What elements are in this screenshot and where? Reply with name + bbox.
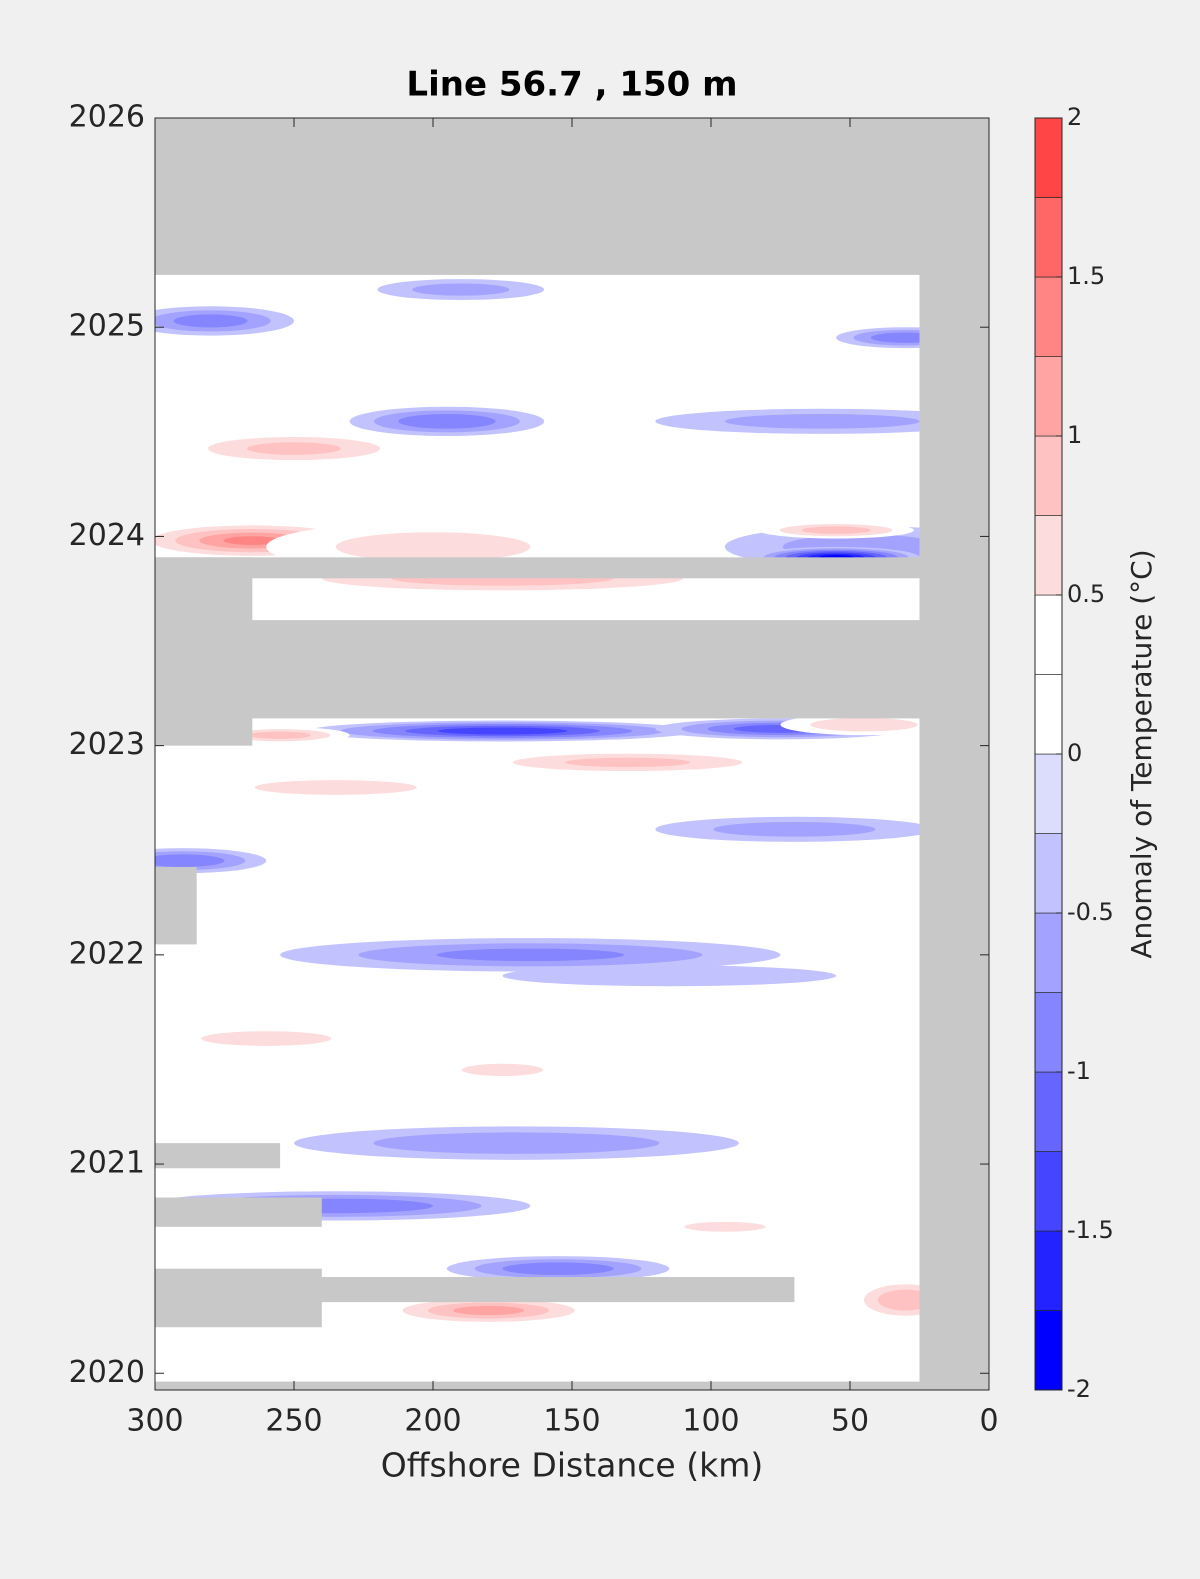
contour-level (724, 414, 920, 429)
no-data-mask (155, 1143, 281, 1169)
no-data-mask (155, 557, 920, 579)
colorbar-swatch (1034, 912, 1063, 993)
colorbar-swatch (1034, 1071, 1063, 1152)
no-data-mask (155, 1197, 322, 1227)
contour-level (201, 1031, 332, 1046)
colorbar-swatch (1034, 435, 1063, 516)
colorbar-swatch (1034, 1310, 1063, 1391)
y-tick-label: 2025 (69, 309, 145, 344)
contour-level (249, 731, 311, 739)
no-data-mask (155, 118, 989, 275)
contour-level (398, 414, 496, 429)
x-tick-label: 100 (682, 1404, 739, 1439)
colorbar-tick-label: -1 (1067, 1057, 1091, 1085)
contour-level (713, 821, 876, 837)
colorbar-swatch (1034, 356, 1063, 437)
colorbar-frame (1034, 117, 1063, 1391)
x-tick-label: 250 (265, 1404, 322, 1439)
colorbar-swatch (1034, 833, 1063, 914)
x-tick-label: 150 (543, 1404, 600, 1439)
colorbar-swatch (1034, 197, 1063, 278)
colorbar-swatch (1034, 753, 1063, 834)
y-tick-label: 2023 (69, 727, 145, 762)
contour-level (173, 314, 248, 328)
contour-level (502, 965, 837, 987)
colorbar-tick-label: 1 (1067, 421, 1082, 449)
contour-level (223, 536, 282, 545)
no-data-mask (155, 1381, 920, 1390)
contour-level (247, 442, 341, 455)
no-data-mask (919, 118, 989, 1390)
colorbar-swatch (1034, 674, 1063, 755)
contour-level (437, 727, 568, 735)
contour-level (502, 1262, 614, 1275)
contour-level (684, 1221, 766, 1232)
contour-level (453, 1305, 524, 1316)
contour-field (155, 118, 989, 1390)
no-data-mask (155, 620, 920, 719)
colorbar-label: Anomaly of Temperature (°C) (1125, 549, 1158, 958)
x-tick-label: 300 (126, 1404, 183, 1439)
colorbar-tick-label: 2 (1067, 103, 1082, 131)
x-tick-label: 50 (831, 1404, 869, 1439)
x-axis-label: Offshore Distance (km) (381, 1446, 763, 1485)
contour-level (335, 532, 531, 562)
y-tick-label: 2020 (69, 1355, 145, 1390)
contour-level (436, 948, 625, 962)
no-data-mask (155, 866, 197, 945)
colorbar-swatch (1034, 276, 1063, 357)
colorbar-swatch (1034, 594, 1063, 675)
colorbar-tick-label: 1.5 (1067, 262, 1105, 290)
colorbar-tick-label: -1.5 (1067, 1216, 1114, 1244)
contour-level (254, 780, 417, 795)
no-data-mask (155, 557, 253, 746)
y-tick-label: 2021 (69, 1146, 145, 1181)
contour-level (373, 1132, 660, 1154)
x-tick-label: 0 (979, 1404, 998, 1439)
y-tick-label: 2026 (69, 100, 145, 135)
plot-frame (154, 117, 990, 1391)
y-tick-label: 2022 (69, 936, 145, 971)
chart-title: Line 56.7 , 150 m (406, 65, 737, 105)
contour-level (412, 283, 510, 296)
axes: 300 250 200 150 100 50 02020202120222023202420… (69, 100, 1114, 1439)
colorbar-tick-label: 0.5 (1067, 580, 1105, 608)
colorbar-swatch (1034, 1230, 1063, 1311)
colorbar-swatch (1034, 117, 1063, 198)
x-tick-label: 200 (404, 1404, 461, 1439)
contour-level (460, 459, 906, 489)
colorbar-tick-label: 0 (1067, 739, 1082, 767)
contour-level (461, 1063, 544, 1077)
colorbar-swatch (1034, 1151, 1063, 1232)
colorbar-tick-label: -0.5 (1067, 898, 1114, 926)
contour-level (810, 717, 918, 732)
no-data-mask (155, 1277, 795, 1303)
contour-level (155, 854, 225, 867)
colorbar-swatch (1034, 515, 1063, 596)
contour-level (294, 316, 572, 338)
colorbar-tick-label: -2 (1067, 1375, 1091, 1403)
colorbar-swatch (1034, 992, 1063, 1073)
y-tick-label: 2024 (69, 518, 145, 553)
contour-level (565, 757, 691, 768)
contour-level (801, 526, 871, 534)
